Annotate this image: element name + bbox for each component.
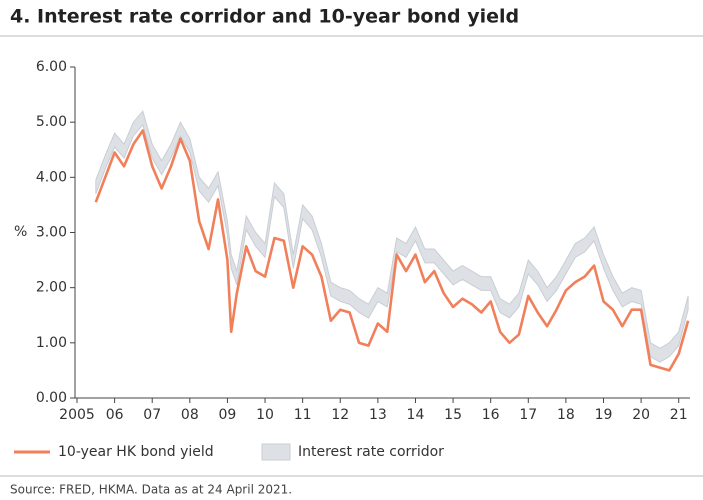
x-tick-label: 12 [331,407,349,423]
x-tick-label: 16 [482,407,500,423]
x-tick-label: 11 [294,407,312,423]
x-tick-label: 10 [256,407,274,423]
y-axis-label: % [14,224,27,240]
legend-label: 10-year HK bond yield [58,444,214,460]
legend-label: Interest rate corridor [298,444,444,460]
y-tick-label: 1.00 [36,335,67,351]
x-tick-label: 15 [444,407,462,423]
x-tick-label: 21 [670,407,688,423]
y-tick-label: 3.00 [36,225,67,241]
yield-line [94,129,690,372]
x-tick-label: 2005 [59,407,95,423]
chart-title: 4. Interest rate corridor and 10-year bo… [10,6,519,28]
x-tick-label: 19 [595,407,613,423]
y-tick-label: 0.00 [36,390,67,406]
x-tick-label: 20 [632,407,650,423]
y-tick-label: 5.00 [36,114,67,130]
x-tick-label: 14 [407,407,425,423]
x-tick-label: 17 [519,407,537,423]
x-tick-label: 06 [106,407,124,423]
y-tick-label: 2.00 [36,280,67,296]
x-tick-label: 13 [369,407,387,423]
y-tick-label: 4.00 [36,169,67,185]
x-tick-label: 08 [181,407,199,423]
x-tick-label: 18 [557,407,575,423]
x-tick-label: 07 [143,407,161,423]
source: Source: FRED, HKMA. Data as at 24 April … [10,483,292,497]
corridor-band [95,110,689,363]
x-tick-label: 09 [219,407,237,423]
legend-swatch [261,443,291,461]
y-tick-label: 6.00 [36,59,67,75]
